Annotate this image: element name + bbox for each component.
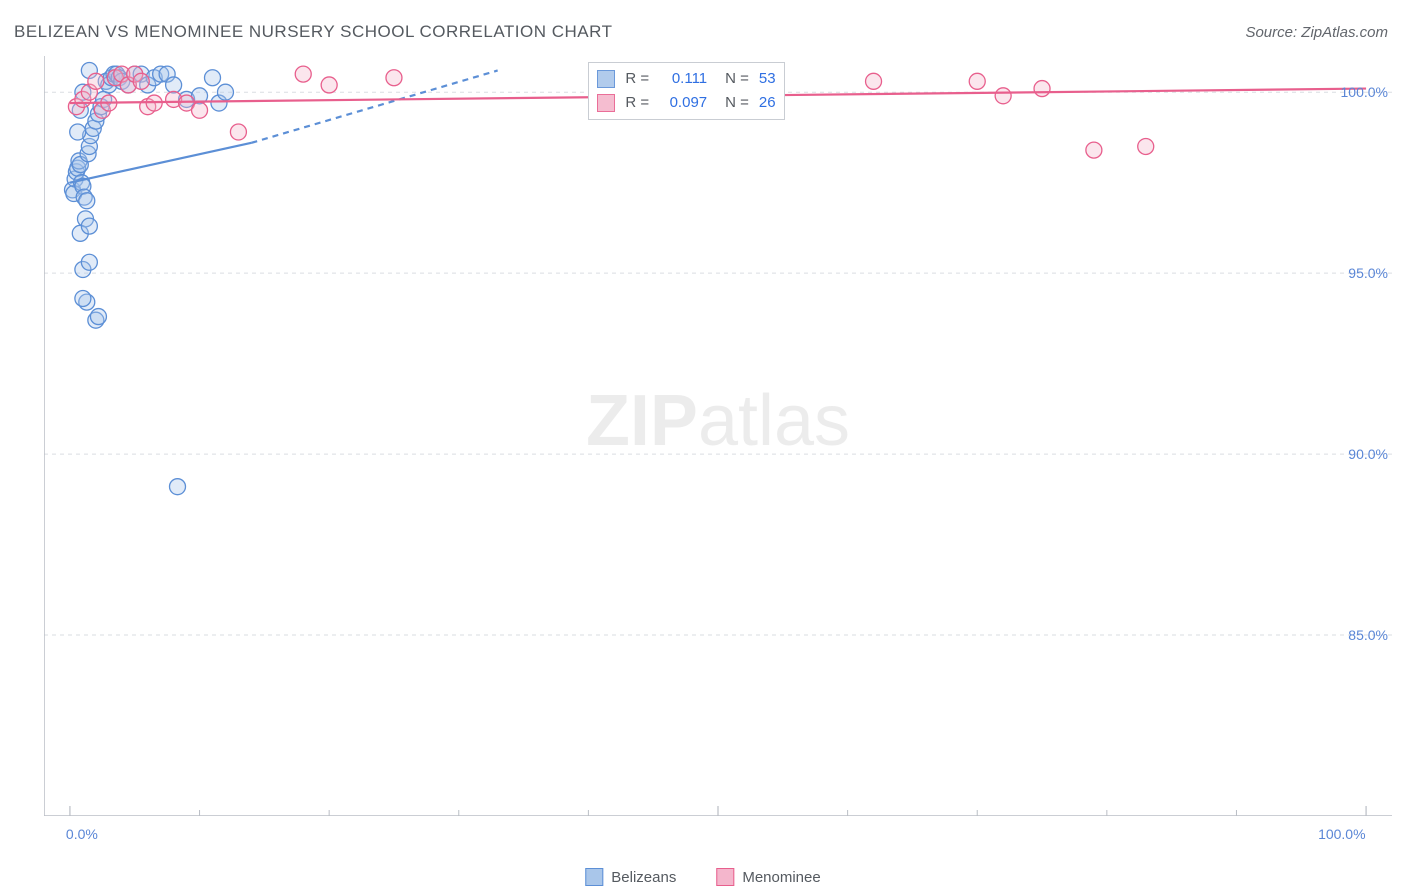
legend-n-value-menominee: 26 bbox=[759, 91, 776, 115]
chart-title: BELIZEAN VS MENOMINEE NURSERY SCHOOL COR… bbox=[14, 22, 613, 42]
legend-row-belizeans: R = 0.111 N = 53 bbox=[597, 67, 775, 91]
legend-r-value-belizeans: 0.111 bbox=[659, 67, 707, 91]
series-legend: Belizeans Menominee bbox=[585, 868, 820, 886]
x-tick-label: 0.0% bbox=[66, 826, 98, 842]
legend-n-label: N = bbox=[725, 91, 749, 115]
legend-swatch-belizeans bbox=[585, 868, 603, 886]
legend-r-label: R = bbox=[625, 67, 649, 91]
plot-area: ZIPatlas R =0.111N =53R =0.097N =26 bbox=[44, 56, 1392, 816]
legend-item-belizeans: Belizeans bbox=[585, 868, 676, 886]
legend-swatch-menominee bbox=[716, 868, 734, 886]
legend-label-belizeans: Belizeans bbox=[611, 869, 676, 886]
scatter-chart-svg bbox=[44, 56, 1392, 816]
legend-swatch-belizeans bbox=[597, 70, 615, 88]
legend-n-label: N = bbox=[725, 67, 749, 91]
legend-label-menominee: Menominee bbox=[742, 869, 820, 886]
legend-swatch-menominee bbox=[597, 94, 615, 112]
x-tick-label: 100.0% bbox=[1318, 826, 1365, 842]
legend-n-value-belizeans: 53 bbox=[759, 67, 776, 91]
y-tick-label: 95.0% bbox=[1348, 265, 1388, 281]
y-tick-label: 100.0% bbox=[1341, 84, 1388, 100]
legend-r-label: R = bbox=[625, 91, 649, 115]
legend-r-value-menominee: 0.097 bbox=[659, 91, 707, 115]
y-tick-label: 85.0% bbox=[1348, 627, 1388, 643]
legend-row-menominee: R = 0.097 N = 26 bbox=[597, 91, 775, 115]
source-attribution: Source: ZipAtlas.com bbox=[1245, 24, 1388, 41]
correlation-legend: R = 0.111 N = 53 R = 0.097 N = 26 bbox=[588, 62, 784, 120]
y-tick-label: 90.0% bbox=[1348, 446, 1388, 462]
legend-item-menominee: Menominee bbox=[716, 868, 820, 886]
